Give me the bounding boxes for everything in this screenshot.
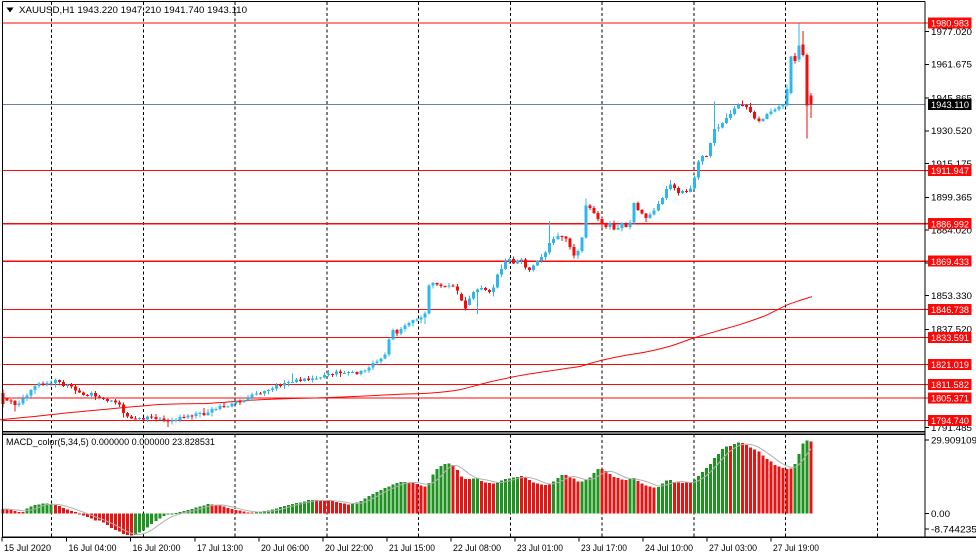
svg-text:22 Jul 08:00: 22 Jul 08:00	[453, 543, 501, 554]
svg-text:1943.110: 1943.110	[931, 100, 969, 111]
svg-text:-8.744235: -8.744235	[931, 525, 976, 536]
svg-text:1899.365: 1899.365	[931, 193, 972, 204]
svg-text:17 Jul 13:00: 17 Jul 13:00	[197, 543, 243, 554]
svg-text:1833.591: 1833.591	[931, 333, 969, 344]
svg-text:1821.019: 1821.019	[931, 360, 969, 371]
svg-text:1980.983: 1980.983	[931, 19, 969, 30]
svg-text:27 Jul 03:00: 27 Jul 03:00	[709, 543, 757, 554]
svg-text:29.909109: 29.909109	[931, 436, 976, 447]
svg-text:27 Jul 19:00: 27 Jul 19:00	[773, 543, 819, 554]
svg-text:1794.740: 1794.740	[931, 416, 969, 427]
svg-text:0.00: 0.00	[931, 509, 950, 520]
svg-text:1846.738: 1846.738	[931, 305, 969, 316]
svg-text:XAUUSD,H1 1943.220 1947.210 1: XAUUSD,H1 1943.220 1947.210 1941.740 194…	[19, 5, 247, 16]
svg-text:1884.020: 1884.020	[931, 225, 972, 236]
svg-text:23 Jul 17:00: 23 Jul 17:00	[581, 543, 627, 554]
svg-text:1837.520: 1837.520	[931, 325, 972, 336]
svg-text:1805.371: 1805.371	[931, 393, 969, 404]
svg-text:1811.582: 1811.582	[931, 380, 969, 391]
svg-text:1977.020: 1977.020	[931, 27, 972, 38]
svg-text:24 Jul 10:00: 24 Jul 10:00	[645, 543, 693, 554]
svg-text:1945.865: 1945.865	[931, 93, 972, 104]
svg-text:1886.992: 1886.992	[931, 219, 969, 230]
svg-text:1915.175: 1915.175	[931, 159, 972, 170]
svg-text:16 Jul 04:00: 16 Jul 04:00	[69, 543, 117, 554]
svg-text:15 Jul 2020: 15 Jul 2020	[4, 543, 51, 554]
svg-text:1869.433: 1869.433	[931, 257, 969, 268]
svg-text:20 Jul 22:00: 20 Jul 22:00	[325, 543, 373, 554]
svg-text:16 Jul 20:00: 16 Jul 20:00	[133, 543, 181, 554]
svg-text:1791.485: 1791.485	[931, 423, 972, 434]
svg-text:1961.675: 1961.675	[931, 60, 972, 71]
svg-text:23 Jul 01:00: 23 Jul 01:00	[517, 543, 563, 554]
svg-text:1911.947: 1911.947	[931, 166, 969, 177]
svg-text:21 Jul 15:00: 21 Jul 15:00	[389, 543, 435, 554]
svg-text:20 Jul 06:00: 20 Jul 06:00	[261, 543, 309, 554]
svg-text:1853.330: 1853.330	[931, 291, 972, 302]
svg-text:MACD_color(5,34,5) 0.000000 0.: MACD_color(5,34,5) 0.000000 0.000000 23.…	[6, 437, 215, 448]
svg-text:1930.520: 1930.520	[931, 126, 972, 137]
